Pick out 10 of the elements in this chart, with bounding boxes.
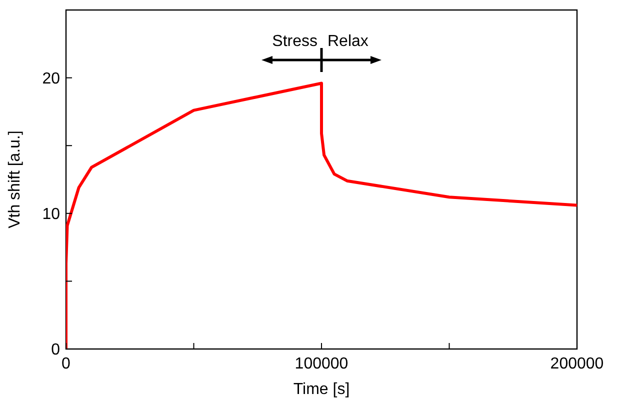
x-tick-label: 100000	[294, 355, 348, 372]
x-axis-title: Time [s]	[293, 381, 350, 398]
annotation: Stress	[272, 33, 318, 50]
x-tick-label: 200000	[550, 355, 604, 372]
annotation: Relax	[328, 33, 368, 50]
y-tick-label: 10	[42, 206, 60, 224]
line-series	[66, 82, 577, 349]
y-tick-label: 20	[42, 70, 60, 88]
y-axis-title: Vth shift [a.u.]	[6, 130, 24, 228]
y-tick-label: 0	[51, 342, 60, 359]
